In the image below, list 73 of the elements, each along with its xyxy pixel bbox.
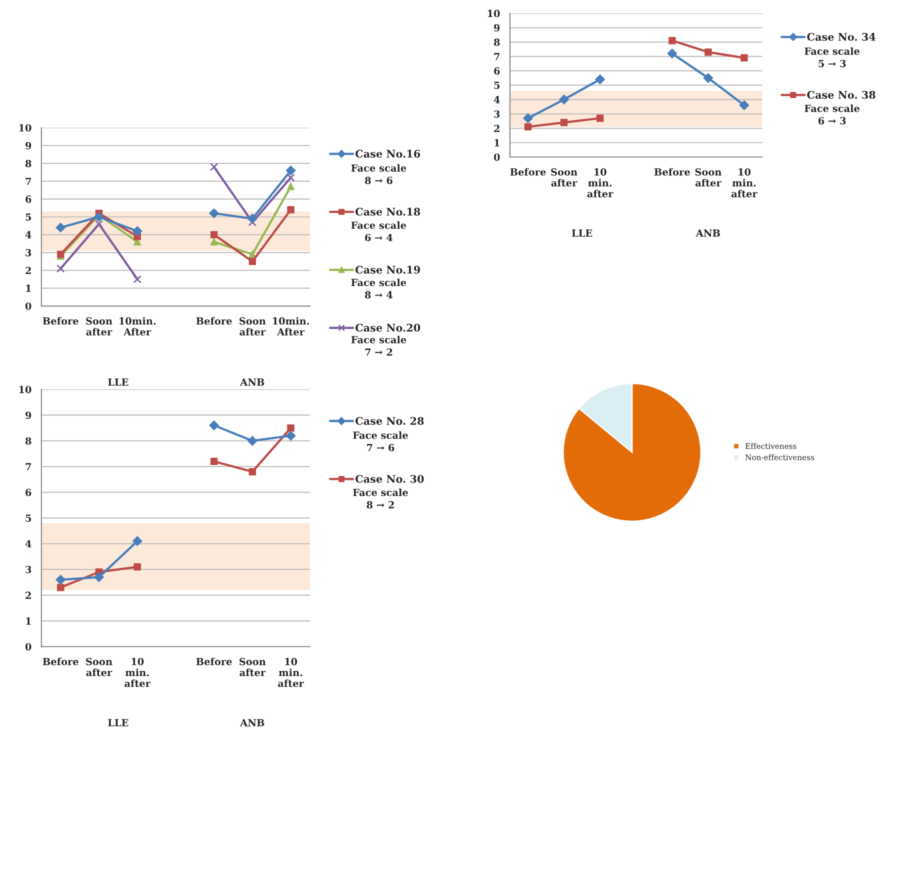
x-tick-label: Before (654, 168, 690, 176)
legend-label: Case No.19 (355, 266, 420, 274)
y-tick-label: 9 (25, 142, 32, 150)
y-tick-label: 7 (494, 53, 500, 60)
y-tick-label: 2 (494, 124, 500, 132)
text: LLE (572, 230, 592, 237)
x-tick-label: Before (42, 317, 78, 325)
legend-label: Case No.18 (355, 208, 420, 216)
x-tick-label: 10 min. after (278, 658, 304, 688)
x-tick-label: Before (196, 317, 232, 325)
y-tick-label: 3 (494, 110, 500, 118)
y-tick-label: 3 (26, 249, 32, 256)
text: Face scale 7 → 6 (353, 431, 408, 452)
x-tick-label: Before (196, 658, 232, 666)
text: Face scale 7 → 2 (351, 336, 406, 356)
y-tick-label: 2 (26, 266, 31, 274)
legend-label: Case No. 28 (355, 416, 424, 425)
y-tick-label: 2 (26, 592, 31, 599)
y-tick-label: 8 (25, 437, 32, 445)
x-tick-label: 10min. After (272, 317, 309, 336)
y-tick-label: 0 (25, 302, 32, 310)
legend-label: Case No. 30 (355, 474, 424, 483)
x-tick-label: Before (42, 658, 78, 666)
legend-label: Case No. 38 (807, 90, 876, 99)
x-tick-label: 10min. After (120, 317, 156, 336)
y-tick-label: 3 (26, 566, 32, 574)
x-tick-label: Soon after (551, 168, 578, 187)
y-tick-label: 0 (494, 153, 500, 161)
y-tick-label: 9 (25, 412, 32, 419)
text: ANB (240, 719, 264, 726)
y-tick-label: 7 (26, 178, 31, 185)
x-tick-label: Soon after (86, 317, 112, 336)
text: ANB (240, 378, 264, 386)
x-tick-label: Soon after (240, 317, 266, 336)
text: LLE (108, 378, 128, 386)
y-tick-label: 5 (494, 82, 500, 89)
y-tick-label: 1 (26, 617, 31, 625)
x-tick-label: Before (510, 168, 546, 176)
text: LLE (108, 719, 128, 726)
y-tick-label: 7 (26, 463, 31, 470)
y-tick-label: 1 (26, 284, 31, 292)
y-tick-label: 9 (494, 24, 500, 32)
y-tick-label: 0 (25, 643, 32, 650)
text: Face scale 8 → 2 (353, 488, 408, 508)
y-tick-label: 4 (25, 231, 32, 238)
text: ANB (696, 230, 720, 237)
y-tick-label: 1 (494, 139, 500, 146)
y-tick-label: 5 (26, 514, 31, 522)
y-tick-label: 8 (25, 160, 32, 168)
x-tick-label: Soon after (240, 658, 266, 676)
y-tick-label: 6 (26, 196, 32, 203)
x-tick-label: 10 min. after (731, 168, 758, 198)
y-tick-label: 10 (19, 386, 32, 394)
y-tick-label: 4 (25, 540, 32, 548)
text: Face scale 8 → 6 (351, 164, 406, 184)
legend-label: Case No.20 (355, 324, 420, 332)
x-tick-label: 10 min. after (124, 658, 151, 688)
x-tick-label: Soon after (695, 168, 722, 187)
y-tick-label: 10 (488, 10, 500, 18)
y-tick-label: 10 (19, 124, 32, 132)
legend-label: Case No. 34 (807, 32, 876, 41)
legend-label: Case No.16 (355, 150, 420, 158)
text: Face scale 6 → 4 (351, 221, 406, 242)
y-tick-label: 4 (494, 96, 500, 104)
y-tick-label: 6 (26, 488, 32, 496)
x-tick-label: 10 min. after (587, 168, 614, 198)
text: Face scale 6 → 3 (804, 104, 860, 124)
y-tick-label: 5 (26, 213, 31, 221)
x-tick-label: Soon after (86, 658, 112, 676)
y-tick-label: 6 (494, 67, 500, 75)
text: Face scale 8 → 4 (351, 278, 406, 299)
text: Face scale 5 → 3 (804, 47, 860, 68)
y-tick-label: 8 (494, 38, 500, 46)
